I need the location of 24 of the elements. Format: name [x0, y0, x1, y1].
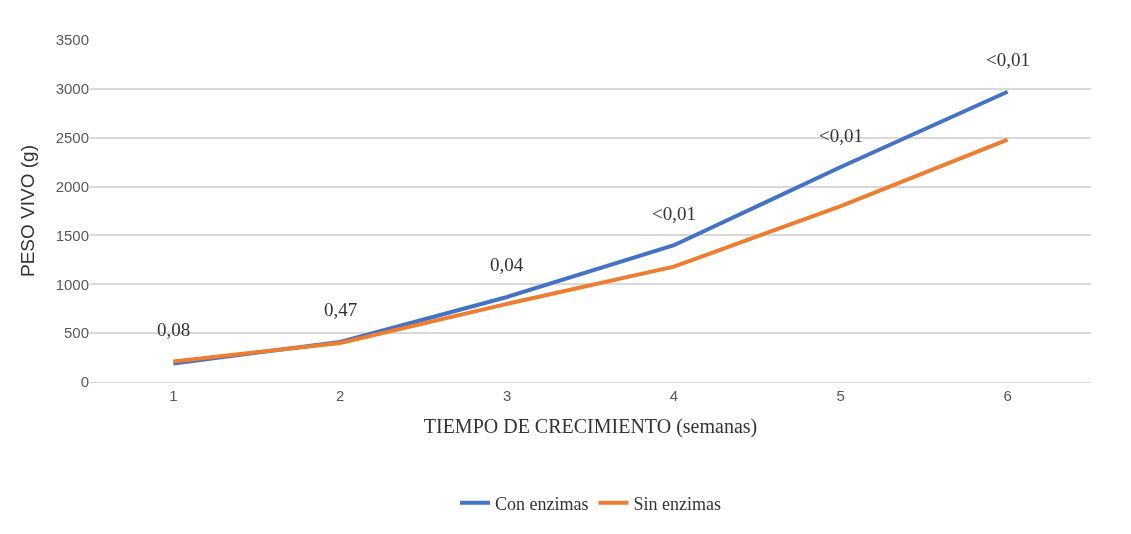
annotation: <0,01 [819, 125, 863, 146]
annotation: <0,01 [652, 203, 696, 224]
y-tick-label: 1500 [55, 226, 89, 244]
y-tick-label: 2500 [55, 128, 89, 146]
y-tick-label: 2000 [55, 177, 89, 195]
annotation: 0,47 [324, 299, 358, 320]
annotation: <0,01 [986, 49, 1030, 70]
y-tick-label: 1000 [55, 275, 89, 293]
legend-label: Con enzimas [495, 493, 589, 514]
x-tick-label: 6 [1003, 387, 1012, 404]
x-tick-label: 5 [836, 387, 845, 404]
legend-label: Sin enzimas [633, 493, 721, 514]
x-tick-label: 1 [169, 387, 178, 404]
x-tick-label: 3 [502, 387, 512, 404]
y-tick-label: 3500 [55, 31, 89, 49]
y-tick-label: 3000 [55, 80, 89, 98]
y-tick-label: 0 [80, 373, 89, 391]
annotation: 0,08 [157, 319, 191, 340]
annotation: 0,04 [490, 254, 524, 275]
x-tick-label: 4 [669, 387, 679, 404]
y-tick-label: 500 [63, 324, 89, 342]
y-axis-title: PESO VIVO (g) [17, 145, 39, 277]
x-tick-label: 2 [336, 387, 345, 404]
x-axis-title: TIEMPO DE CRECIMIENTO (semanas) [423, 414, 758, 438]
